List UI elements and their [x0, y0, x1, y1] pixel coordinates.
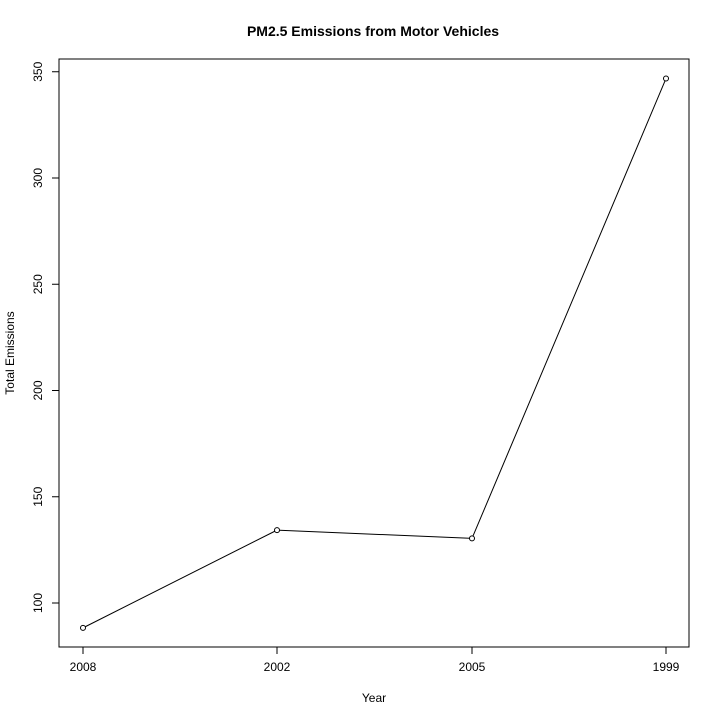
y-axis-label: Total Emissions [3, 311, 17, 394]
y-tick-label: 300 [31, 168, 45, 188]
data-points [80, 75, 669, 631]
x-tick-label: 2005 [459, 660, 486, 674]
data-point-2008 [80, 624, 86, 631]
y-axis: 100 150 200 250 300 350 [31, 61, 59, 613]
y-tick-label: 200 [31, 380, 45, 400]
x-tick-label: 2002 [264, 660, 291, 674]
plot-frame [58, 58, 690, 648]
x-tick-label: 2008 [70, 660, 97, 674]
data-point-2002 [274, 527, 280, 534]
x-tick-label: 1999 [653, 660, 680, 674]
x-axis: 2008 2002 2005 1999 [70, 647, 680, 674]
y-tick-label: 150 [31, 486, 45, 506]
y-tick-label: 250 [31, 274, 45, 294]
y-tick-label: 350 [31, 61, 45, 81]
data-point-1999 [663, 75, 669, 82]
chart-title: PM2.5 Emissions from Motor Vehicles [247, 23, 499, 39]
series-line [85, 80, 666, 628]
y-tick-label: 100 [31, 593, 45, 613]
data-point-2005 [469, 535, 475, 542]
x-axis-label: Year [362, 691, 386, 705]
